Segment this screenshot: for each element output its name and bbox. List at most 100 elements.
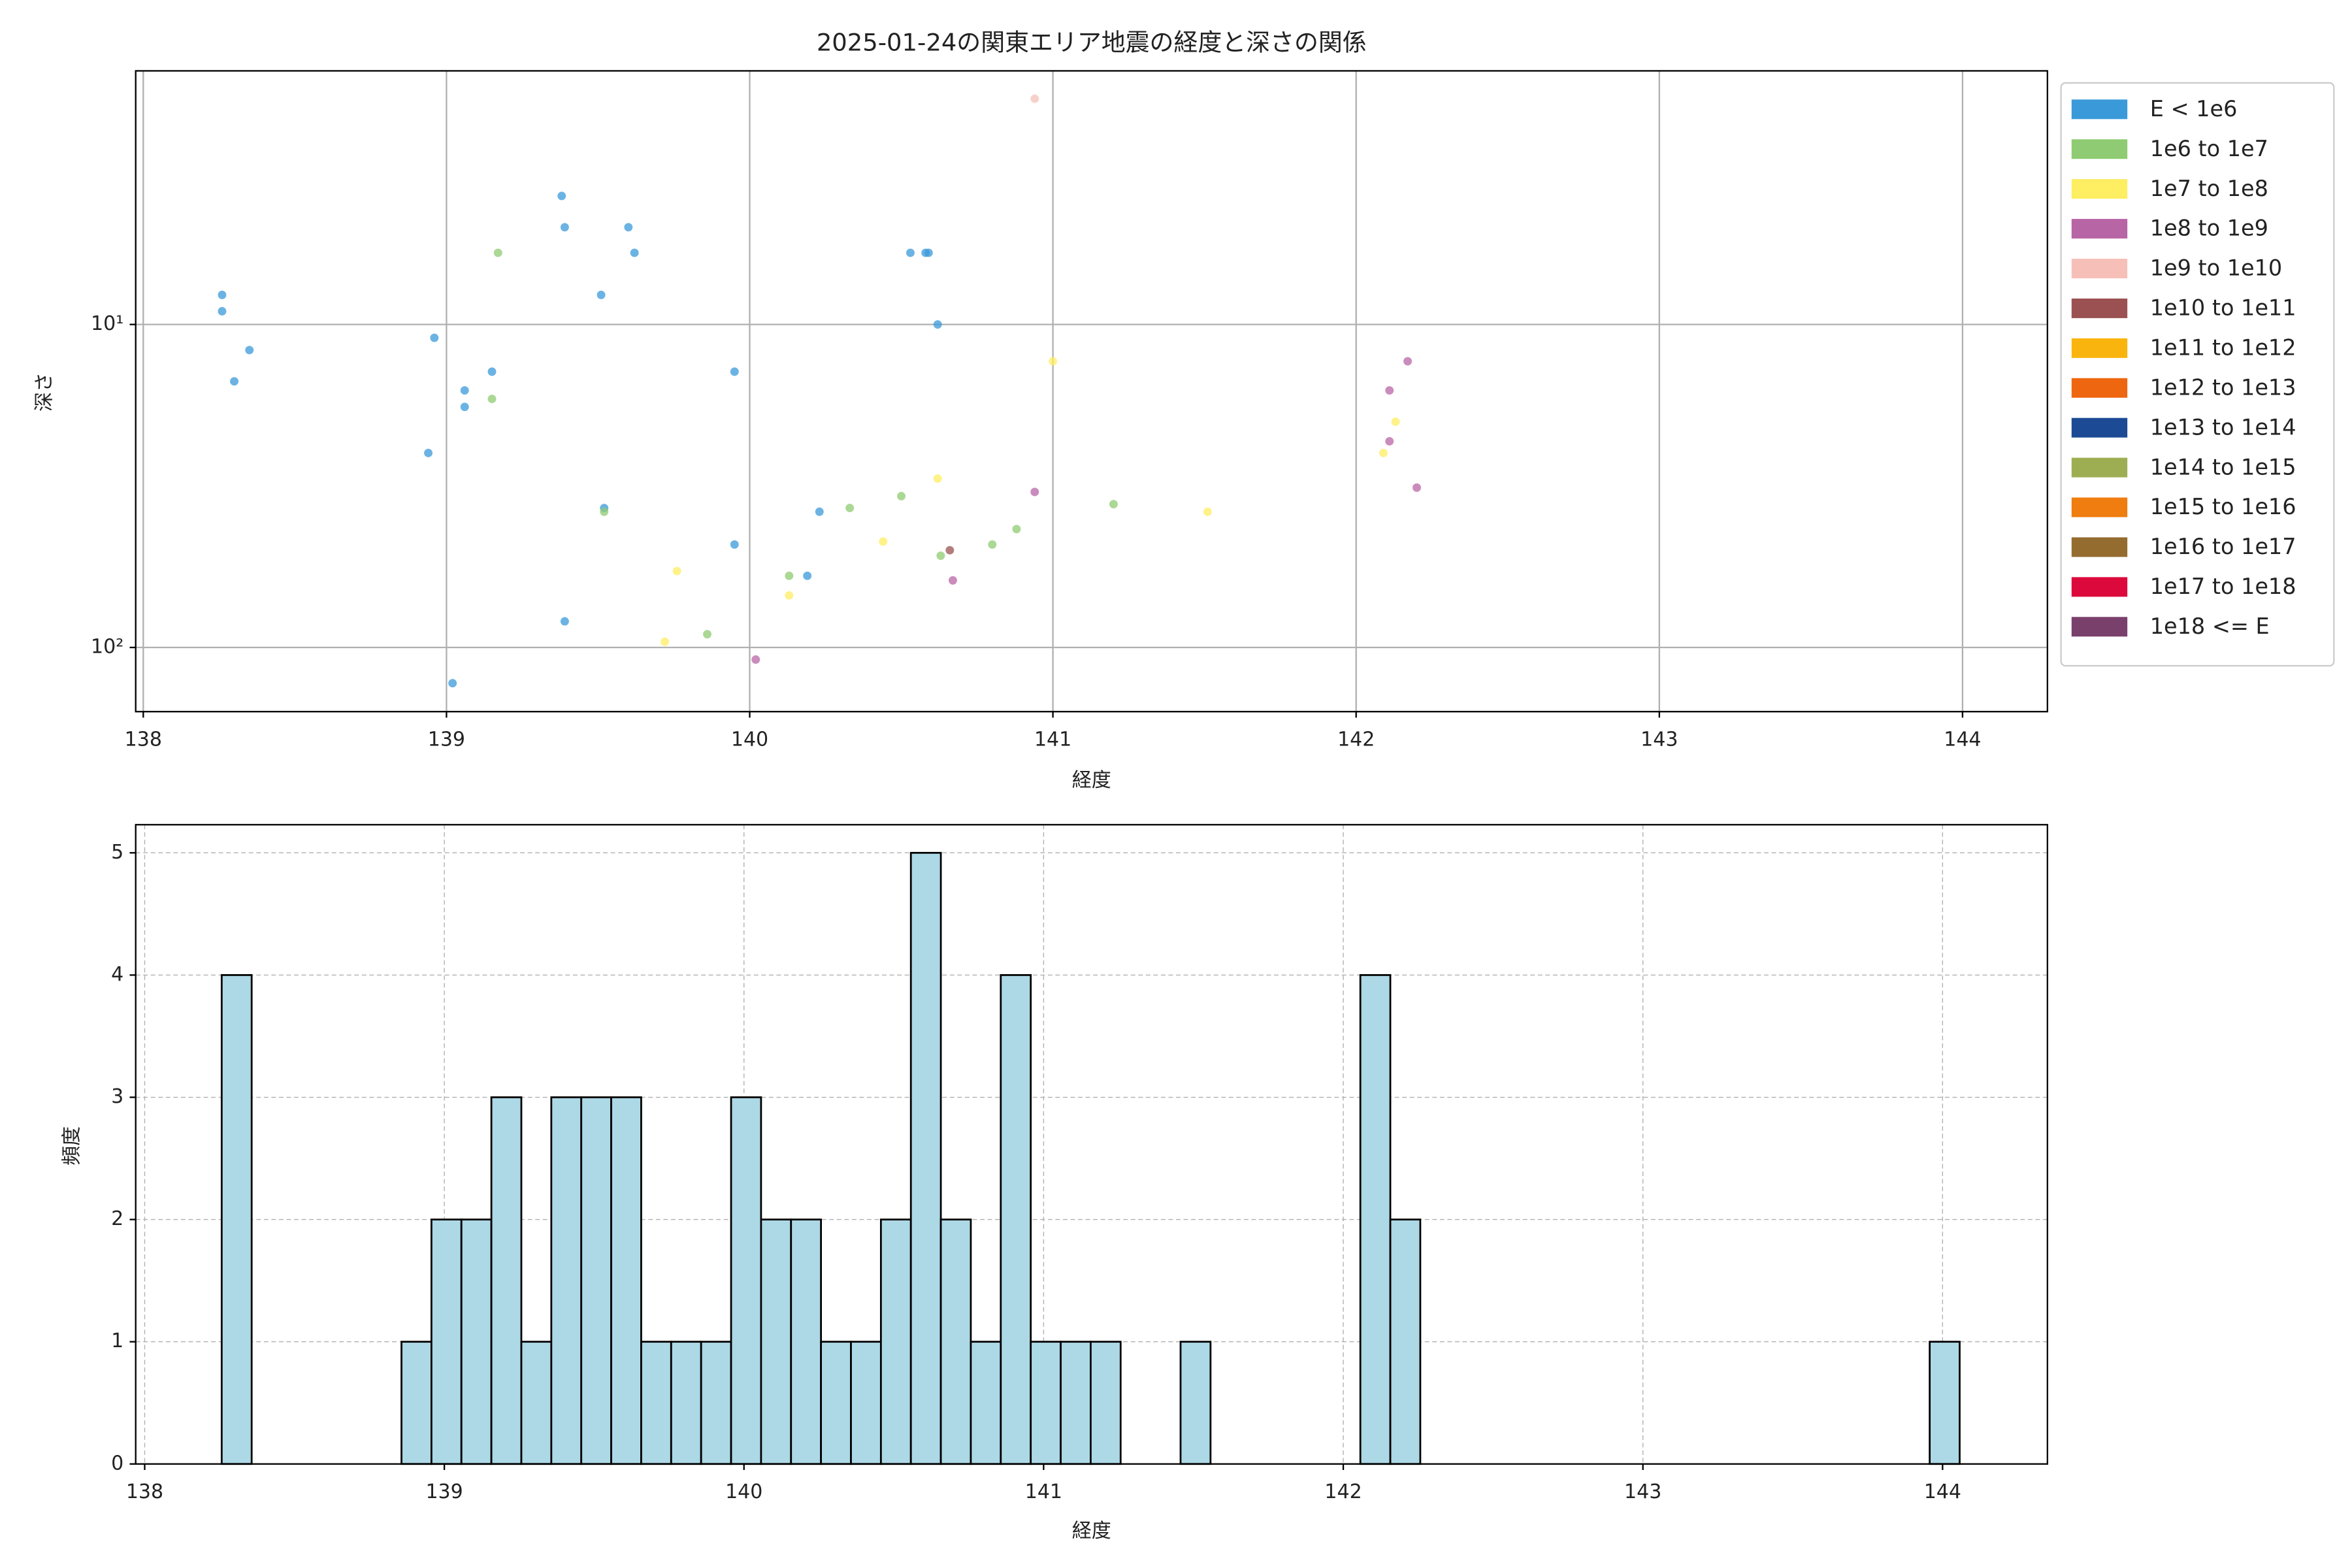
histogram-bar [879,1218,912,1465]
legend-swatch [2071,617,2128,637]
y-tick-label: 2 [111,1207,123,1230]
plot-frame [135,824,2048,1465]
x-tick-label: 144 [1924,1480,1961,1503]
histogram-bar [820,1341,852,1465]
histogram-bar [520,1341,553,1465]
histogram-bar [1090,1341,1122,1465]
legend-swatch [2071,497,2128,517]
histogram-bar [460,1218,493,1465]
histogram-bar [1359,974,1392,1465]
x-tick-label: 143 [1641,728,1678,751]
histogram-bar [850,1341,882,1465]
x-tick-label: 142 [1337,728,1375,751]
data-point [487,367,497,376]
data-point [906,248,915,257]
data-point [596,290,606,299]
histogram-bar [610,1096,642,1465]
legend-label: 1e18 <= E [2150,613,2270,639]
histogram-bar [939,1218,972,1465]
legend-label: 1e16 to 1e17 [2150,534,2296,559]
x-tick-label: 143 [1624,1480,1661,1503]
y-tick-label: 4 [111,963,123,986]
legend-swatch [2071,457,2128,478]
legend-label: 1e9 to 1e10 [2150,255,2282,281]
legend-swatch [2071,417,2128,438]
chart-title: 2025-01-24の関東エリア地震の経度と深さの関係 [817,28,1367,56]
data-point [557,191,566,201]
histogram-bar [730,1096,762,1465]
x-tick-label: 141 [1025,1480,1062,1503]
x-tick-label: 144 [1944,728,1981,751]
data-point [424,448,433,457]
histogram-bar [640,1341,672,1465]
data-point [1413,483,1421,492]
x-axis-label: 経度 [1072,769,1111,792]
legend-label: 1e10 to 1e11 [2150,295,2296,321]
data-point [493,248,502,257]
legend-label: 1e14 to 1e15 [2150,454,2296,480]
data-point [1030,94,1039,103]
x-tick-label: 138 [125,728,162,751]
histogram-bar [670,1341,702,1465]
data-point [730,367,739,376]
legend-label: 1e7 to 1e8 [2150,176,2268,201]
histogram-bar [490,1096,523,1465]
data-point [672,566,681,576]
legend-label: 1e8 to 1e9 [2150,216,2268,241]
x-tick-label: 139 [428,728,465,751]
data-point [448,679,457,688]
data-point [218,290,227,299]
histogram-bar [700,1341,732,1465]
legend-label: 1e13 to 1e14 [2150,414,2296,440]
data-point [245,346,254,355]
legend: E < 1e6 1e6 to 1e7 1e7 to 1e8 1e8 to 1e9 1e9… [2060,82,2335,667]
data-point [600,507,609,516]
legend-frame [2060,82,2335,667]
histogram-bar [400,1341,433,1465]
histogram-bar [1060,1341,1092,1465]
legend-label: 1e11 to 1e12 [2150,335,2296,361]
legend-swatch [2071,219,2128,239]
y-axis-label: 深さ [33,372,56,412]
data-point [730,540,739,549]
data-point [1403,357,1413,366]
data-point [1203,507,1212,516]
histogram-bar [1000,974,1032,1465]
data-point [988,540,997,549]
data-point [1030,487,1039,497]
data-point [1049,357,1058,366]
data-point [948,576,957,585]
data-point [933,320,942,329]
legend-label: 1e6 to 1e7 [2150,136,2268,161]
histogram-bar [909,851,942,1465]
histogram-bar [970,1341,1002,1465]
data-point [751,655,760,664]
y-tick-label: 3 [111,1085,123,1108]
data-point [630,248,639,257]
legend-label: 1e15 to 1e16 [2150,494,2296,519]
legend-swatch [2071,298,2128,318]
data-point [1385,386,1394,395]
histogram-bar [1030,1341,1062,1465]
plot-frame [135,70,2048,713]
histogram-bar [760,1218,792,1465]
x-tick-label: 141 [1034,728,1071,751]
data-point [460,402,469,412]
legend-swatch [2071,378,2128,398]
y-tick-label: 1 [111,1330,123,1352]
histogram-bar [220,974,253,1465]
legend-label: 1e12 to 1e13 [2150,374,2296,400]
histogram-bar [430,1218,463,1465]
legend-label: 1e17 to 1e18 [2150,574,2296,599]
legend-swatch [2071,537,2128,557]
legend-swatch [2071,99,2128,120]
data-point [879,537,888,546]
y-tick-label: 10¹ [91,312,123,335]
data-point [1385,437,1394,446]
data-point [845,504,855,513]
x-tick-label: 138 [126,1480,163,1503]
data-point [230,377,238,386]
histogram-bar [580,1096,612,1465]
